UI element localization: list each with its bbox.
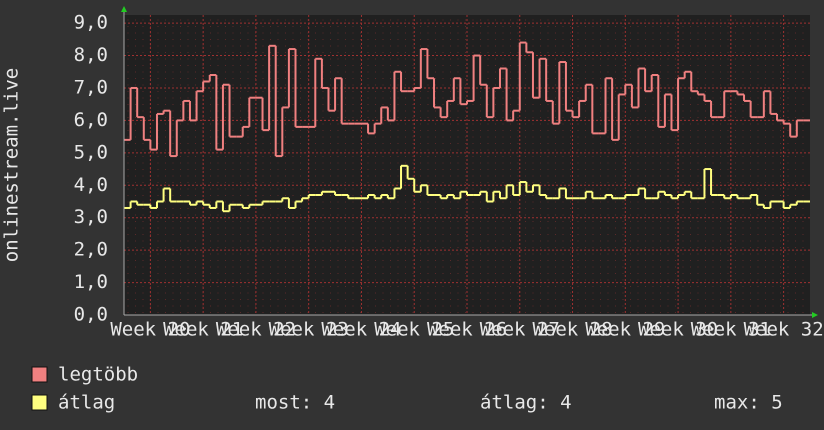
x-tick-label: Week 29: [585, 319, 665, 341]
y-tick-label: 4,0: [74, 174, 108, 196]
y-tick-label: 1,0: [74, 271, 108, 293]
y-tick-label: 5,0: [74, 141, 108, 163]
y-tick-label: 3,0: [74, 206, 108, 228]
x-tick-label: Week 32: [744, 319, 824, 341]
x-tick-label: Week 26: [427, 319, 507, 341]
y-tick-label: 7,0: [74, 76, 108, 98]
y-tick-label: 0,0: [74, 304, 108, 326]
x-tick-label: Week 23: [269, 319, 349, 341]
legend-label: átlag: [58, 392, 115, 414]
x-tick-label: Week 21: [163, 319, 243, 341]
summary-max: max: 5: [714, 392, 783, 414]
summary-now: most: 4: [255, 392, 335, 414]
y-arrow: [121, 6, 127, 12]
legend-swatch: [31, 394, 48, 411]
marks: [124, 41, 810, 213]
grid: [124, 15, 810, 315]
y-tick-label: 6,0: [74, 109, 108, 131]
legend: legtöbb átlag: [31, 364, 138, 414]
x-arrow: [812, 312, 818, 318]
legend-label: legtöbb: [58, 364, 138, 386]
x-tick-label: Week 22: [216, 319, 296, 341]
x-tick-label: Week 30: [638, 319, 718, 341]
x-tick-label: Week 27: [480, 319, 560, 341]
y-tick-label: 2,0: [74, 239, 108, 261]
x-tick-label: Week 31: [691, 319, 771, 341]
summary-avg: átlag: 4: [480, 392, 572, 414]
x-tick-label: Week 28: [532, 319, 612, 341]
y-tick-label: 8,0: [74, 44, 108, 66]
x-tick-label: Week 24: [321, 319, 401, 341]
legend-swatch: [31, 366, 48, 383]
x-tick-label: Week 20: [110, 319, 190, 341]
y-tick-label: 9,0: [74, 12, 108, 34]
x-tick-label: Week 25: [374, 319, 454, 341]
y-axis-title: onlinestream.live: [1, 68, 23, 262]
